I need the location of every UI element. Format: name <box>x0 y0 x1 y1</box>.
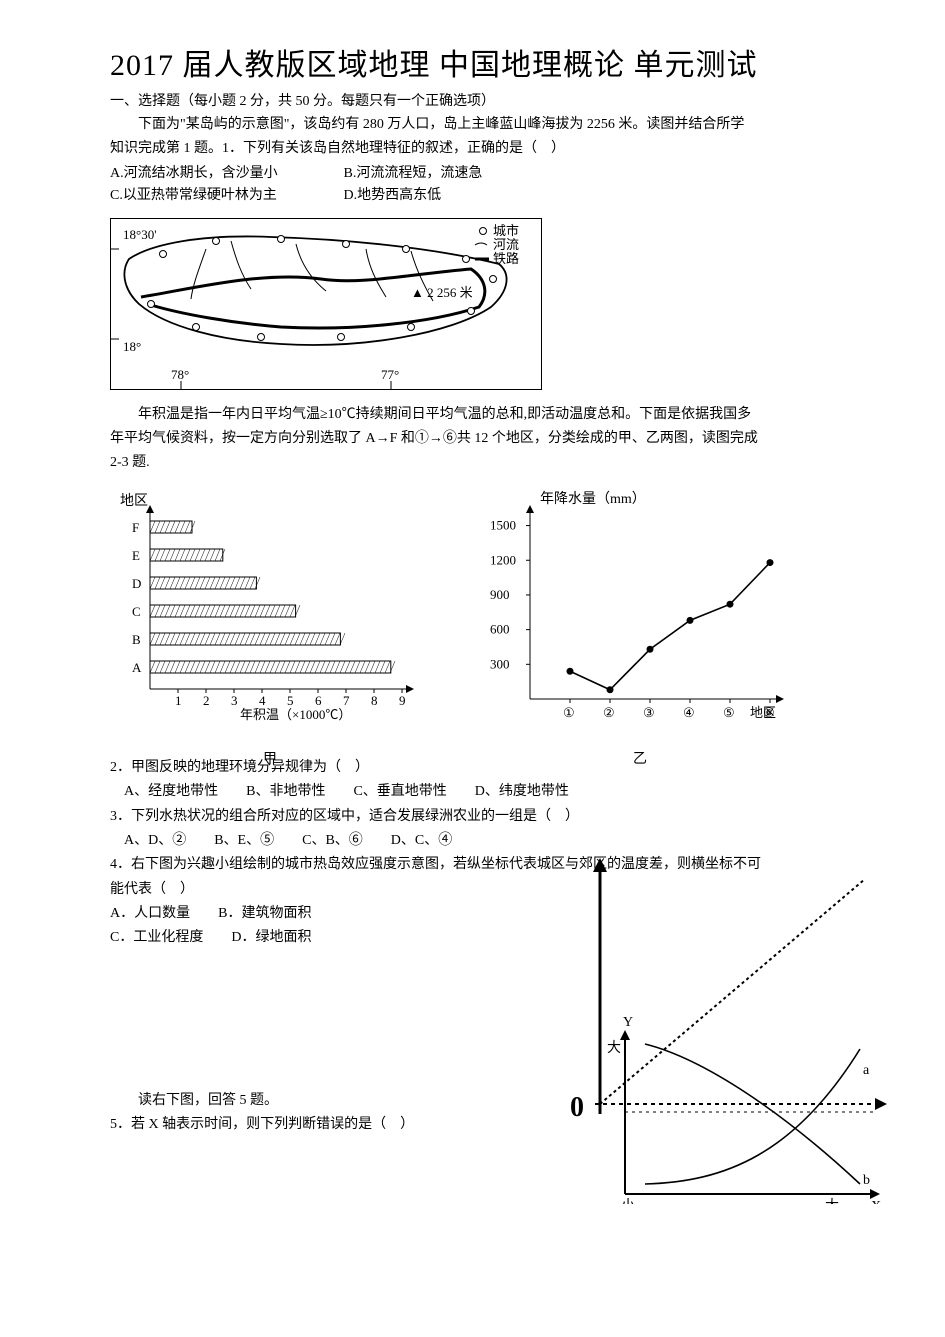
q5-label-b: b <box>863 1173 870 1188</box>
q1-intro-line1: 下面为"某岛屿的示意图"，该岛约有 280 万人口，岛上主峰蓝山峰海拔为 225… <box>110 114 865 136</box>
rivers-group <box>191 241 433 301</box>
island-map-figure: 18°30' 18° 78° 77° ▲ 2 256 米 城市 河流 铁路 <box>110 218 542 390</box>
q1-option-d: D.地势西高东低 <box>344 185 442 207</box>
q1-option-c: C.以亚热带常绿硬叶林为主 <box>110 185 340 207</box>
arrowhead-icon <box>870 1189 880 1199</box>
svg-text:4: 4 <box>259 693 266 708</box>
legend-river: 河流 <box>493 237 519 252</box>
svg-text:7: 7 <box>343 693 350 708</box>
legend-rail: 铁路 <box>493 251 519 266</box>
arrowhead-icon <box>776 695 784 703</box>
arrowhead-icon <box>406 685 414 693</box>
svg-text:3: 3 <box>231 693 238 708</box>
line-yticks-group: 300 600 900 1200 1500 <box>490 517 530 671</box>
svg-text:D: D <box>132 576 141 591</box>
svg-text:5: 5 <box>287 693 294 708</box>
page-title: 2017 届人教版区域地理 中国地理概论 单元测试 <box>110 40 865 84</box>
svg-text:900: 900 <box>490 587 510 602</box>
arrowhead-icon <box>593 858 607 872</box>
q5-y-big: 大 <box>607 1040 621 1056</box>
map-lon-right: 77° <box>381 367 399 382</box>
bar-y-label: 地区 <box>120 493 148 509</box>
svg-text:C: C <box>132 604 141 619</box>
svg-text:1500: 1500 <box>490 517 516 532</box>
svg-text:6: 6 <box>315 693 322 708</box>
arrowhead-icon <box>875 1098 887 1110</box>
q4-trend-line <box>600 879 865 1104</box>
q23-intro-line1: 年积温是指一年内日平均气温≥10℃持续期间日平均气温的总和,即活动温度总和。下面… <box>110 404 865 426</box>
svg-text:9: 9 <box>399 693 406 708</box>
q1-options-row1: A.河流结冰期长，含沙量小 B.河流流程短，流速急 <box>110 163 865 185</box>
q3-stem: 3．下列水热状况的组合所对应的区域中，适合发展绿洲农业的一组是（ ） <box>110 806 865 828</box>
map-peak-label: ▲ 2 256 米 <box>411 285 473 300</box>
q5-x-small: 小 <box>621 1198 635 1204</box>
arrowhead-icon <box>526 505 534 513</box>
q4-origin-label: 0 <box>570 1092 584 1123</box>
svg-text:1200: 1200 <box>490 552 516 567</box>
q23-intro-line2: 年平均气候资料，按一定方向分别选取了 A→F 和①→⑥共 12 个地区，分类绘成… <box>110 428 865 450</box>
svg-text:⑤: ⑤ <box>723 705 735 720</box>
legend-city: 城市 <box>493 223 519 238</box>
line-y-label: 年降水量（mm） <box>540 491 646 507</box>
q1-option-b: B.河流流程短，流速急 <box>344 163 483 185</box>
svg-text:③: ③ <box>643 705 655 720</box>
bar-chart-caption: 甲 <box>110 748 430 768</box>
q1-option-a: A.河流结冰期长，含沙量小 <box>110 163 340 185</box>
q4-heat-island-chart: 0 Y X 大 小 大 a b <box>565 854 895 1204</box>
q1-intro-line2: 知识完成第 1 题。1．下列有关该岛自然地理特征的叙述，正确的是（ ） <box>110 138 865 160</box>
map-lon-left: 78° <box>171 367 189 382</box>
arrowhead-icon <box>620 1030 630 1040</box>
q5-label-a: a <box>863 1063 870 1078</box>
svg-text:1: 1 <box>175 693 182 708</box>
line-chart-caption: 乙 <box>480 748 800 768</box>
svg-text:②: ② <box>603 705 615 720</box>
svg-text:B: B <box>132 632 141 647</box>
map-lat-top: 18°30' <box>123 227 157 242</box>
line-points-group <box>567 559 774 693</box>
q5-y-axis-label: Y <box>623 1015 633 1030</box>
svg-text:600: 600 <box>490 621 510 636</box>
q2-options: A、经度地带性 B、非地带性 C、垂直地带性 D、纬度地带性 <box>110 781 865 803</box>
q5-x-axis-label: X <box>871 1199 881 1204</box>
line-x-label: 地区 <box>750 705 776 720</box>
q23-intro-line3: 2-3 题. <box>110 452 865 474</box>
bar-xticks-group: 1 2 3 4 5 6 7 8 9 <box>175 689 406 708</box>
q5-x-big: 大 <box>825 1198 839 1204</box>
svg-text:④: ④ <box>683 705 695 720</box>
line-xticks-group: ①②③④⑤⑥ <box>563 699 775 720</box>
q3-options: A、D、② B、E、⑤ C、B、⑥ D、C、④ <box>110 830 865 852</box>
q5-curve-a <box>645 1044 860 1184</box>
section-heading: 一、选择题（每小题 2 分，共 50 分。每题只有一个正确选项） <box>110 90 865 110</box>
q1-options-row2: C.以亚热带常绿硬叶林为主 D.地势西高东低 <box>110 185 865 207</box>
map-legend: 城市 河流 铁路 <box>475 223 519 266</box>
svg-text:2: 2 <box>203 693 210 708</box>
bar-chart-jia: 地区 FEDCBA 123456789 年积温（×1000℃） 甲 <box>110 489 430 739</box>
bar-x-label: 年积温（×1000℃） <box>240 707 351 722</box>
svg-text:8: 8 <box>371 693 378 708</box>
map-lat-bot: 18° <box>123 339 141 354</box>
line-series <box>570 562 770 689</box>
svg-text:F: F <box>132 520 139 535</box>
q5-curve-b <box>645 1049 860 1184</box>
svg-text:A: A <box>132 660 142 675</box>
svg-text:300: 300 <box>490 656 510 671</box>
svg-text:E: E <box>132 548 140 563</box>
bar-bars-group: FEDCBA <box>132 520 395 675</box>
line-chart-yi: 年降水量（mm） 30060090012001500 ①②③④⑤⑥ 地区 乙 <box>480 489 800 739</box>
svg-text:①: ① <box>563 705 575 720</box>
